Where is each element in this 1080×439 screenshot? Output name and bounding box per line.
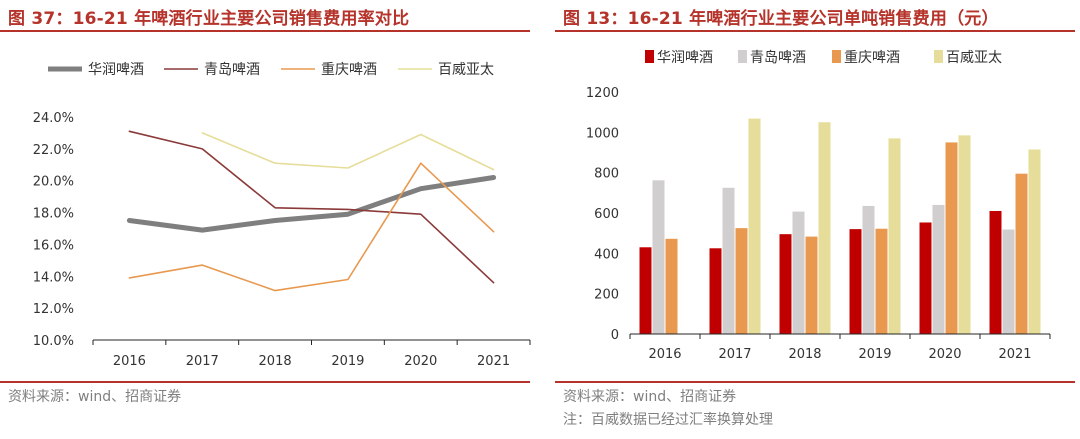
y-tick-label: 18.0% <box>33 207 74 222</box>
bar-0-0 <box>639 247 652 334</box>
x-tick-label: 2019 <box>858 347 891 362</box>
y-tick-label: 0 <box>611 328 619 343</box>
x-tick-label: 2017 <box>186 354 219 369</box>
y-tick-label: 10.0% <box>33 334 74 349</box>
bar-1-4 <box>932 204 945 334</box>
legend-swatch-1 <box>738 50 747 63</box>
legend-label-1: 青岛啤酒 <box>204 62 260 78</box>
bar-3-3 <box>888 138 901 334</box>
x-tick-label: 2016 <box>113 354 146 369</box>
y-tick-label: 400 <box>594 247 619 262</box>
bar-3-2 <box>818 122 831 334</box>
y-tick-label: 16.0% <box>33 238 74 253</box>
legend-label-3: 百威亚太 <box>946 50 1002 66</box>
series-line-3 <box>201 132 495 171</box>
y-tick-label: 1200 <box>586 86 619 101</box>
x-tick-label: 2018 <box>788 347 821 362</box>
bar-2-3 <box>875 228 888 334</box>
bar-1-0 <box>652 180 665 334</box>
right-note: 注：百威数据已经过汇率换算处理 <box>563 412 773 428</box>
bar-0-2 <box>779 234 792 334</box>
legend-label-2: 重庆啤酒 <box>844 50 900 66</box>
left-line-chart: 华润啤酒 青岛啤酒 重庆啤酒 百威亚太 24.0% 22.0% 20.0% 18.0% 16.0… <box>33 62 531 369</box>
bar-2-0 <box>665 238 678 334</box>
bar-1-5 <box>1002 229 1015 334</box>
y-tick-label: 1000 <box>586 126 619 141</box>
y-tick-label: 12.0% <box>33 302 74 317</box>
right-bar-chart: 华润啤酒 青岛啤酒 重庆啤酒 百威亚太 1200 1000 800 600 400 200 0 201… <box>586 50 1051 362</box>
right-figure-title: 图 13：16-21 年啤酒行业主要公司单吨销售费用（元） <box>563 9 999 29</box>
x-tick-label: 2021 <box>998 347 1031 362</box>
bar-2-2 <box>805 236 818 334</box>
x-tick-label: 2017 <box>718 347 751 362</box>
legend-label-0: 华润啤酒 <box>88 62 144 78</box>
left-bottom-rule <box>0 381 530 383</box>
bar-3-4 <box>958 135 971 334</box>
bar-0-1 <box>709 248 722 334</box>
y-tick-label: 800 <box>594 167 619 182</box>
left-source: 资料来源：wind、招商证券 <box>8 389 182 405</box>
x-tick-label: 2019 <box>331 354 364 369</box>
legend-swatch-3 <box>934 50 943 63</box>
bar-0-4 <box>919 222 932 334</box>
bar-2-4 <box>945 142 958 334</box>
bar-1-2 <box>792 211 805 334</box>
bar-3-5 <box>1028 149 1041 334</box>
legend-swatch-0 <box>645 50 654 63</box>
x-tick-label: 2016 <box>648 347 681 362</box>
right-title-rule <box>555 30 1075 32</box>
x-tick-label: 2020 <box>928 347 961 362</box>
bar-1-3 <box>862 205 875 334</box>
bar-0-3 <box>849 229 862 334</box>
y-tick-label: 14.0% <box>33 270 74 285</box>
y-tick-label: 600 <box>594 207 619 222</box>
legend-label-0: 华润啤酒 <box>657 50 713 66</box>
y-tick-label: 200 <box>594 288 619 303</box>
bar-0-5 <box>989 210 1002 334</box>
bar-3-1 <box>748 118 761 335</box>
y-tick-label: 24.0% <box>33 111 74 126</box>
legend-label-3: 百威亚太 <box>438 62 494 78</box>
y-tick-label: 22.0% <box>33 143 74 158</box>
bar-1-1 <box>722 187 735 334</box>
legend-label-1: 青岛啤酒 <box>750 50 806 66</box>
x-tick-label: 2018 <box>259 354 292 369</box>
bar-2-5 <box>1015 173 1028 334</box>
y-tick-label: 20.0% <box>33 175 74 190</box>
right-figure-panel: 图 13：16-21 年啤酒行业主要公司单吨销售费用（元） 华润啤酒 青岛啤酒 重庆… <box>555 0 1080 439</box>
legend-label-2: 重庆啤酒 <box>321 62 377 78</box>
x-tick-label: 2020 <box>404 354 437 369</box>
left-title-rule <box>0 30 530 32</box>
bar-2-1 <box>735 228 748 334</box>
x-tick-label: 2021 <box>477 354 510 369</box>
series-line-1 <box>128 130 495 284</box>
right-source: 资料来源：wind、招商证券 <box>563 389 737 405</box>
series-line-0 <box>126 175 497 233</box>
right-bottom-rule <box>555 381 1075 383</box>
series-line-2 <box>128 162 495 292</box>
left-figure-panel: 图 37：16-21 年啤酒行业主要公司销售费用率对比 华润啤酒 青岛啤酒 重庆啤酒… <box>0 0 535 439</box>
left-figure-title: 图 37：16-21 年啤酒行业主要公司销售费用率对比 <box>8 9 410 29</box>
legend-swatch-2 <box>832 50 841 63</box>
